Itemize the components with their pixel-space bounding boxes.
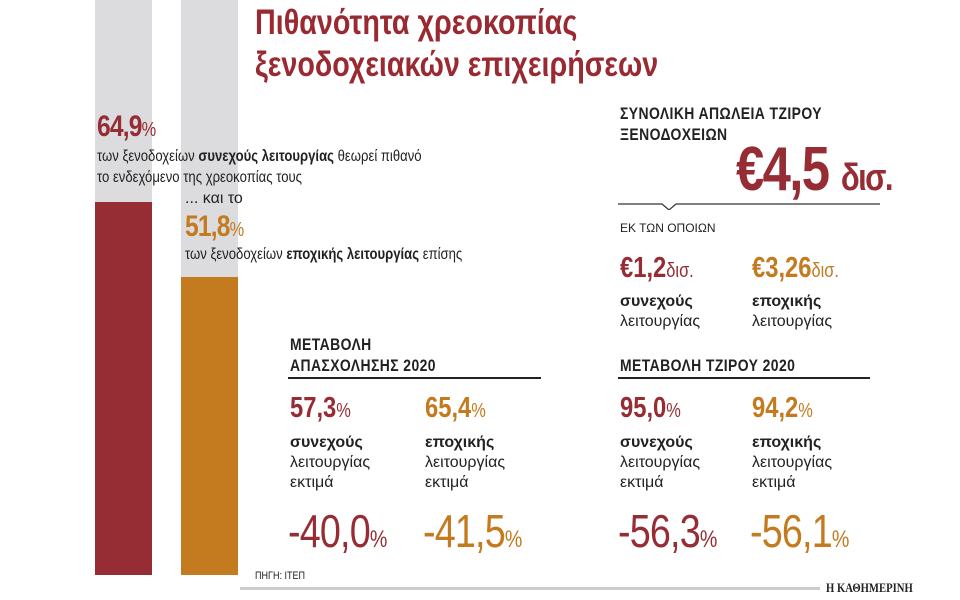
text-seasonal: των ξενοδοχείων εποχικής λειτουργίας επί… [185,246,463,263]
of-which-label: ΕΚ ΤΩΝ ΟΠΟΙΩΝ [620,221,716,235]
turnover-label-1: εποχικής λειτουργίας εκτιμά [752,434,833,491]
bar-seasonal [181,277,238,575]
turnover-value-1: 94,2% [752,392,813,424]
footer-rule [240,587,820,590]
turnover-heading: ΜΕΤΑΒΟΛΗ ΤΖΙΡΟΥ 2020 [620,356,796,375]
turnover-loss-total: €4,5 δισ. [736,135,893,204]
loss-seasonal-label: εποχικής λειτουργίας [752,293,833,330]
loss-continuous-label: συνεχούς λειτουργίας [620,293,701,330]
employment-change-1: -41,5% [423,505,522,557]
employment-rule [288,377,541,379]
employment-label-0: συνεχούς λειτουργίας εκτιμά [290,434,371,491]
employment-value-1: 65,4% [425,392,486,424]
source-label: ΠΗΓΗ: ΙΤΕΠ [255,570,306,582]
bar-continuous [95,201,152,575]
bar-track-continuous [95,0,152,575]
turnover-value-0: 95,0% [620,392,681,424]
text-continuous: των ξενοδοχείων συνεχούς λειτουργίας θεω… [97,148,422,186]
employment-change-0: -40,0% [288,505,387,557]
employment-heading: ΜΕΤΑΒΟΛΗ ΑΠΑΣΧΟΛΗΣΗΣ 2020 [290,335,436,375]
turnover-change-0: -56,3% [618,505,717,557]
connector-text: ... και το [185,190,243,207]
page-title: Πιθανότητα χρεοκοπίας ξενοδοχειακών επιχε… [255,3,659,84]
turnover-label-0: συνεχούς λειτουργίας εκτιμά [620,434,701,491]
employment-value-0: 57,3% [290,392,351,424]
turnover-change-1: -56,1% [750,505,849,557]
turnover-loss-heading: ΣΥΝΟΛΙΚΗ ΑΠΩΛΕΙΑ ΤΖΙΡΟΥ ΞΕΝΟΔΟΧΕΙΩΝ [620,104,822,144]
loss-continuous: €1,2δισ. [620,252,694,284]
turnover-rule [618,377,870,379]
divider-chevron [618,203,880,210]
employment-label-1: εποχικής λειτουργίας εκτιμά [425,434,506,491]
loss-seasonal: €3,26δισ. [752,252,839,284]
bar-track-seasonal [181,0,238,575]
value-continuous: 64,9% [97,110,156,143]
brand-logo: Η ΚΑΘΗΜΕΡΙΝΗ [826,580,913,595]
value-seasonal: 51,8% [185,210,244,243]
